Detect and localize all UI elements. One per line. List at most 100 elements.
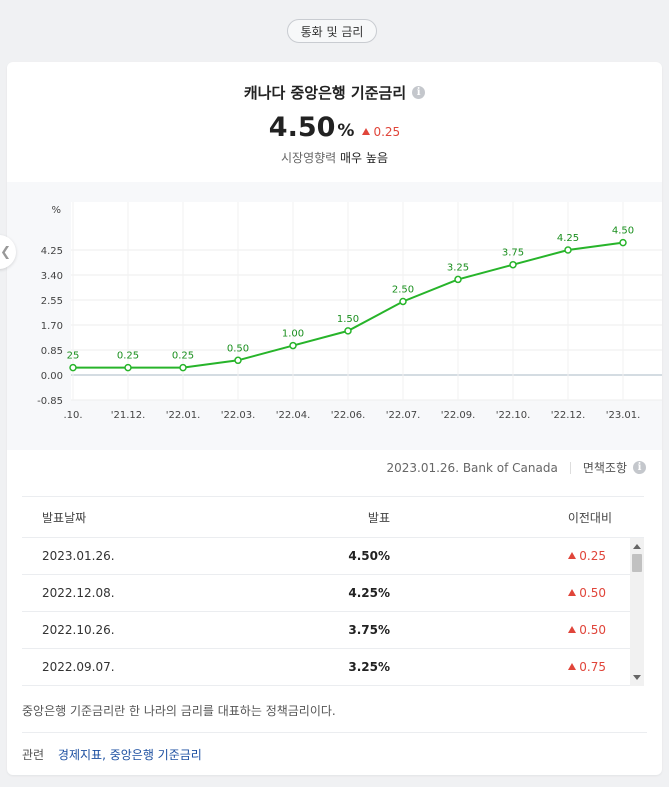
row-date: 2022.10.26.	[42, 623, 115, 637]
chevron-left-icon: ❮	[0, 244, 11, 260]
impact-label: 시장영향력	[280, 151, 337, 165]
y-tick-label: 2.55	[41, 296, 63, 307]
data-label: 3.75	[502, 248, 524, 259]
data-point	[289, 341, 297, 350]
value-row: 4.50 % 0.25	[7, 112, 662, 143]
x-tick-label: '22.12.	[551, 410, 586, 421]
triangle-up-icon	[568, 663, 577, 670]
row-change-value: 0.50	[579, 623, 606, 637]
disclaimer-link[interactable]: 면책조항	[582, 461, 627, 475]
rate-line-chart: % 4.25 3.40 2.55 1.70 0.85 0.00 -0.85.10. '21.12…	[37, 202, 662, 421]
row-change: 0.50	[402, 623, 628, 637]
page-title: 캐나다 중앙은행 기준금리	[243, 84, 407, 102]
table-body[interactable]: 2023.01.26. 4.50% 0.25 2022.12.08. 4.25%…	[22, 538, 644, 686]
row-date: 2022.09.07.	[42, 660, 115, 674]
table-row: 2022.12.08. 4.25% 0.50	[22, 575, 644, 612]
source-row: 2023.01.26. Bank of Canada 면책조항 i	[386, 459, 646, 476]
y-tick-label: 1.70	[41, 321, 63, 332]
row-date: 2022.12.08.	[42, 586, 115, 600]
impact-value: 매우 높음	[340, 151, 388, 165]
table-header: 발표날짜 발표 이전대비	[22, 496, 644, 538]
data-point	[509, 260, 517, 269]
rate-change: 0.25	[362, 125, 400, 139]
table-row: 2022.10.26. 3.75% 0.50	[22, 612, 644, 649]
x-tick-label: '22.10.	[496, 410, 531, 421]
data-label: 4.50	[612, 226, 634, 237]
y-tick-label: 0.85	[41, 346, 63, 357]
rate-change-value: 0.25	[373, 125, 401, 139]
triangle-up-icon	[362, 128, 371, 135]
data-point	[564, 246, 572, 254]
chart-area: % 4.25 3.40 2.55 1.70 0.85 0.00 -0.85.10. '21.12…	[7, 182, 662, 450]
x-tick-label: '22.06.	[331, 410, 366, 421]
market-impact: 시장영향력 매우 높음	[7, 149, 662, 166]
data-label: 0.25	[117, 351, 139, 362]
row-change-value: 0.25	[579, 549, 606, 563]
x-tick-label: '22.07.	[386, 410, 421, 421]
data-label: 2.50	[392, 284, 414, 295]
x-tick-label: '22.09.	[441, 410, 476, 421]
row-value: 4.25%	[348, 586, 390, 600]
row-value: 3.25%	[348, 660, 390, 674]
plot-background	[71, 202, 662, 400]
related-row: 관련 경제지표, 중앙은행 기준금리	[22, 746, 202, 763]
row-change: 0.50	[402, 586, 628, 600]
x-tick-label: '21.12.	[111, 410, 146, 421]
x-tick-label: '22.03.	[221, 410, 256, 421]
x-tick-label: '22.04.	[276, 410, 311, 421]
current-rate: 4.50	[268, 112, 336, 143]
data-label: 0.25	[172, 351, 194, 362]
data-point	[344, 327, 352, 335]
table-row: 2022.09.07. 3.25% 0.75	[22, 649, 644, 686]
triangle-up-icon	[568, 626, 577, 633]
data-point	[124, 363, 132, 372]
rate-card: 캐나다 중앙은행 기준금리 i 4.50 % 0.25 시장영향력 매우 높음 …	[7, 62, 662, 775]
data-label: 3.25	[447, 262, 469, 273]
header-change: 이전대비	[567, 510, 612, 525]
description: 중앙은행 기준금리란 한 나라의 금리를 대표하는 정책금리이다.	[22, 704, 336, 718]
header-value: 발표	[367, 510, 390, 525]
triangle-up-icon	[568, 589, 577, 596]
y-tick-label: 4.25	[41, 246, 63, 257]
row-change: 0.25	[402, 549, 628, 563]
divider	[22, 732, 647, 733]
related-links[interactable]: 경제지표, 중앙은행 기준금리	[57, 748, 202, 762]
scroll-up-icon[interactable]	[633, 544, 641, 549]
table-scrollbar[interactable]	[630, 538, 644, 686]
x-tick-label: .10.	[63, 410, 82, 421]
rate-unit: %	[337, 121, 355, 141]
y-tick-label: 0.00	[41, 371, 63, 382]
related-label: 관련	[22, 748, 45, 762]
row-change: 0.75	[402, 660, 628, 674]
scroll-thumb[interactable]	[632, 554, 642, 572]
x-tick-label: '22.01.	[166, 410, 201, 421]
y-axis-unit: %	[51, 205, 61, 216]
history-table: 발표날짜 발표 이전대비 2023.01.26. 4.50% 0.25 2022…	[22, 496, 644, 686]
divider	[569, 461, 571, 474]
y-tick-label: -0.85	[37, 396, 63, 407]
row-change-value: 0.75	[579, 660, 606, 674]
data-label: 4.25	[557, 233, 579, 244]
header-date: 발표날짜	[42, 510, 87, 525]
data-point	[69, 363, 77, 372]
data-label: 25	[67, 351, 80, 362]
chart-prev-button[interactable]: ❮	[0, 235, 16, 269]
data-label: 0.50	[227, 343, 249, 354]
source-text: 2023.01.26. Bank of Canada	[386, 460, 558, 475]
data-point	[179, 363, 187, 372]
row-value: 3.75%	[348, 623, 390, 637]
data-label: 1.50	[337, 314, 359, 325]
data-point	[454, 275, 462, 284]
info-icon[interactable]: i	[412, 86, 426, 99]
topic-chip[interactable]: 통화 및 금리	[287, 19, 377, 43]
scroll-down-icon[interactable]	[633, 675, 641, 680]
data-label: 1.00	[282, 329, 304, 340]
triangle-up-icon	[568, 552, 577, 559]
data-point	[234, 356, 242, 365]
row-date: 2023.01.26.	[42, 549, 115, 563]
y-tick-label: 3.40	[41, 271, 63, 282]
row-change-value: 0.50	[579, 586, 606, 600]
data-point	[399, 297, 407, 306]
table-row: 2023.01.26. 4.50% 0.25	[22, 538, 644, 575]
info-icon[interactable]: i	[633, 461, 646, 474]
